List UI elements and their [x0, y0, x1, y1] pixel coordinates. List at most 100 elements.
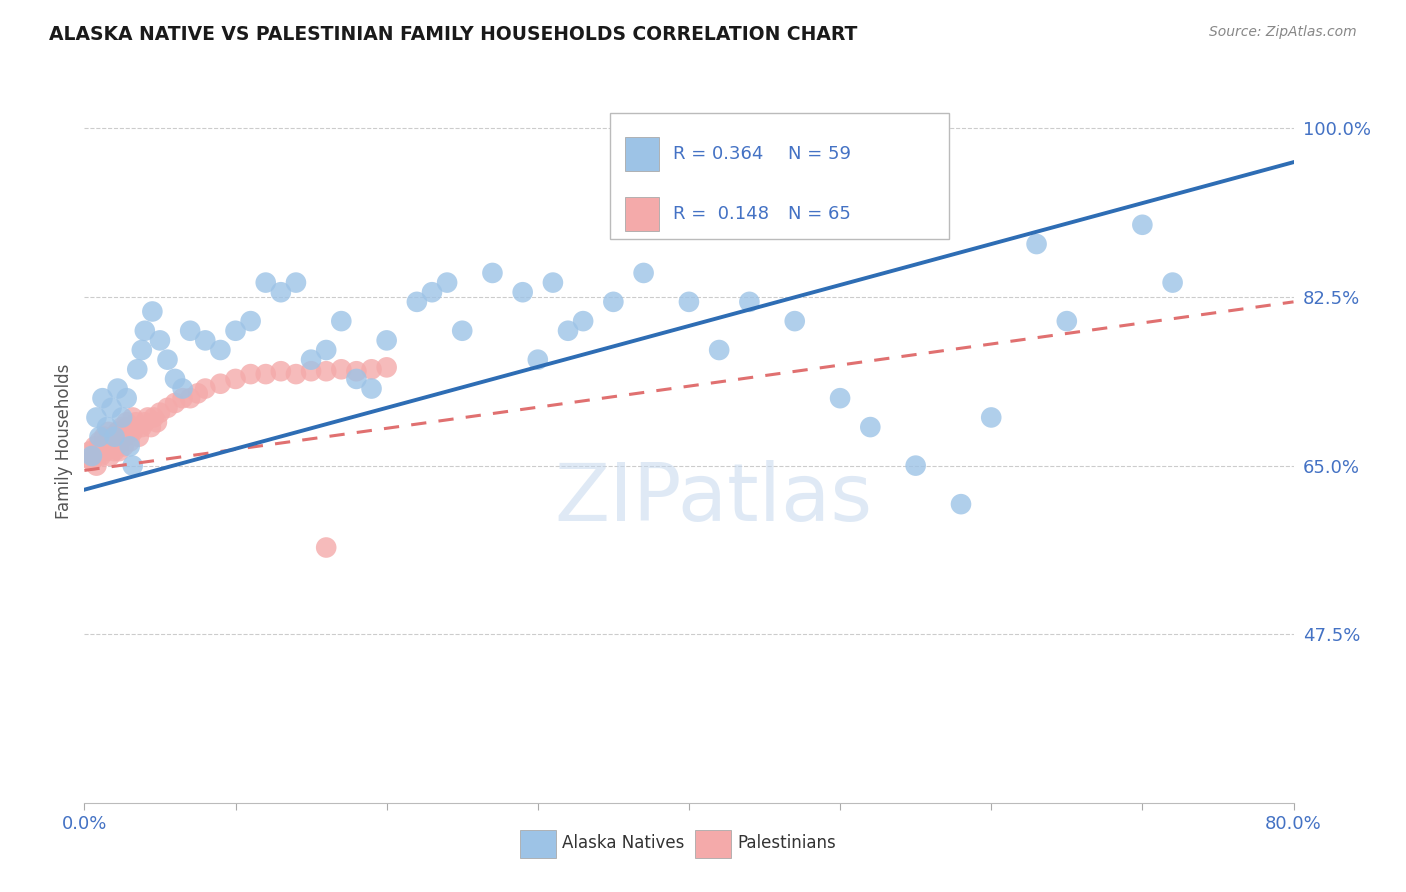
Point — [225, 372, 247, 386]
Point — [84, 449, 107, 463]
Point — [346, 372, 368, 386]
Point — [172, 391, 194, 405]
Point — [121, 410, 143, 425]
Point — [149, 406, 172, 420]
Point — [114, 430, 136, 444]
Point — [139, 420, 162, 434]
Point — [100, 401, 122, 415]
Text: Source: ZipAtlas.com: Source: ZipAtlas.com — [1209, 25, 1357, 39]
Point — [406, 294, 429, 309]
Point — [315, 343, 337, 357]
Point — [285, 367, 308, 381]
Point — [142, 410, 165, 425]
Point — [141, 304, 163, 318]
Text: N = 65: N = 65 — [789, 205, 851, 223]
Point — [107, 425, 129, 439]
Point — [980, 410, 1002, 425]
Point — [420, 285, 443, 300]
Point — [118, 434, 141, 449]
Point — [194, 382, 217, 396]
FancyBboxPatch shape — [520, 830, 555, 858]
FancyBboxPatch shape — [695, 830, 731, 858]
Point — [1025, 237, 1047, 252]
Point — [315, 364, 337, 378]
Point — [100, 439, 122, 453]
Point — [709, 343, 731, 357]
Point — [299, 352, 322, 367]
Text: ALASKA NATIVE VS PALESTINIAN FAMILY HOUSEHOLDS CORRELATION CHART: ALASKA NATIVE VS PALESTINIAN FAMILY HOUS… — [49, 25, 858, 44]
Point — [118, 439, 141, 453]
Point — [783, 314, 806, 328]
Point — [146, 415, 169, 429]
Point — [134, 415, 156, 429]
Point — [360, 382, 382, 396]
Point — [80, 454, 103, 468]
Point — [172, 382, 194, 396]
Point — [128, 430, 150, 444]
Text: Palestinians: Palestinians — [737, 833, 837, 852]
Point — [254, 276, 277, 290]
Text: R =  0.148: R = 0.148 — [673, 205, 769, 223]
Point — [239, 367, 262, 381]
Point — [80, 449, 103, 463]
Point — [136, 410, 159, 425]
Point — [125, 415, 148, 429]
Point — [904, 458, 927, 473]
Point — [111, 410, 134, 425]
FancyBboxPatch shape — [624, 196, 659, 231]
Point — [1130, 218, 1153, 232]
Point — [270, 364, 292, 378]
Point — [512, 285, 534, 300]
Point — [375, 360, 398, 375]
Point — [84, 439, 107, 453]
Point — [481, 266, 503, 280]
Point — [187, 386, 209, 401]
FancyBboxPatch shape — [610, 112, 949, 239]
Point — [96, 420, 118, 434]
Point — [270, 285, 292, 300]
Point — [89, 434, 111, 449]
Point — [165, 396, 187, 410]
Point — [315, 541, 337, 555]
Point — [194, 334, 217, 348]
Point — [111, 425, 134, 439]
Point — [104, 430, 127, 444]
Point — [93, 439, 115, 453]
Point — [131, 343, 153, 357]
Point — [105, 434, 128, 449]
Point — [107, 425, 129, 439]
Point — [82, 449, 104, 463]
Point — [121, 425, 143, 439]
Point — [104, 444, 127, 458]
Point — [112, 439, 135, 453]
Point — [101, 430, 124, 444]
Point — [678, 294, 700, 309]
Point — [557, 324, 579, 338]
Point — [165, 372, 187, 386]
Point — [97, 434, 120, 449]
Point — [360, 362, 382, 376]
Point — [633, 266, 655, 280]
Point — [91, 391, 114, 405]
Point — [101, 430, 124, 444]
Point — [96, 434, 118, 449]
Point — [285, 276, 308, 290]
Point — [330, 362, 353, 376]
Point — [156, 401, 179, 415]
Point — [179, 324, 201, 338]
Point — [89, 430, 111, 444]
Point — [89, 444, 111, 458]
Point — [110, 434, 132, 449]
Point — [254, 367, 277, 381]
Point — [738, 294, 761, 309]
Point — [107, 382, 129, 396]
Point — [98, 449, 121, 463]
Point — [79, 444, 101, 458]
Point — [527, 352, 550, 367]
Point — [115, 415, 138, 429]
Point — [602, 294, 624, 309]
Point — [375, 334, 398, 348]
Point — [86, 410, 108, 425]
Point — [1161, 276, 1184, 290]
Point — [97, 425, 120, 439]
